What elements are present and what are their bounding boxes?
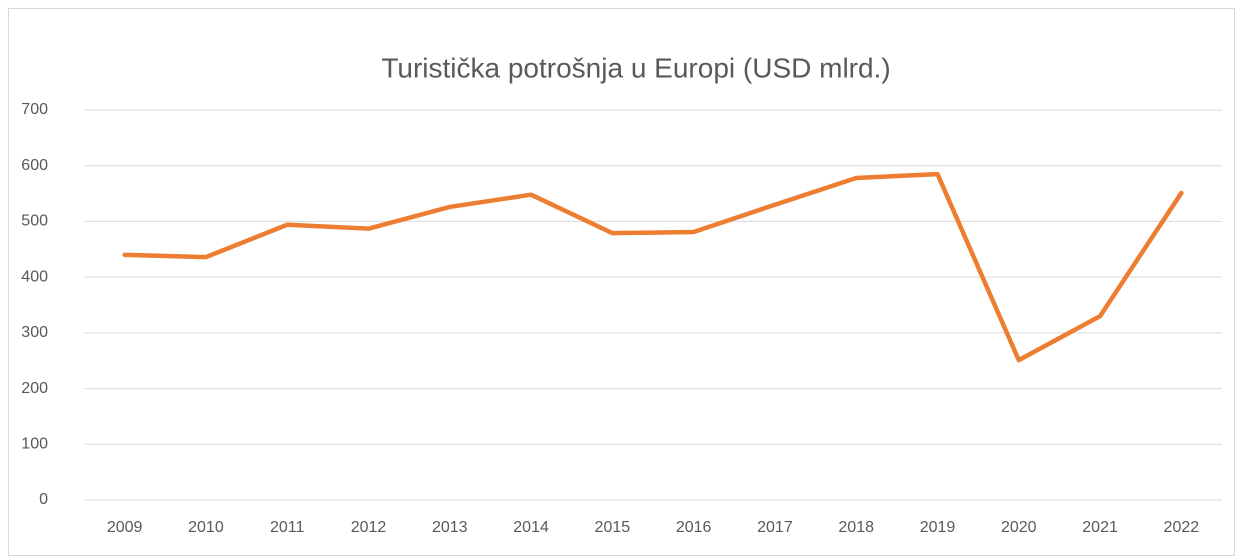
data-line: [122, 171, 1184, 363]
y-tick-label: 600: [21, 157, 48, 174]
x-tick-label: 2010: [188, 519, 224, 536]
y-tick-label: 500: [21, 213, 48, 230]
x-tick-label: 2016: [676, 519, 712, 536]
chart-title: Turistička potrošnja u Europi (USD mlrd.…: [381, 52, 890, 83]
x-tick-label: 2021: [1082, 519, 1118, 536]
x-tick-label: 2009: [107, 519, 143, 536]
x-tick-label: 2014: [513, 519, 549, 536]
x-tick-label: 2011: [270, 519, 305, 536]
x-tick-label: 2018: [838, 519, 874, 536]
chart-border: [8, 8, 1235, 556]
y-tick-label: 700: [21, 101, 48, 118]
x-tick-label: 2013: [432, 519, 468, 536]
y-tick-label: 100: [21, 436, 48, 453]
x-tick-label: 2019: [920, 519, 956, 536]
x-tick-label: 2015: [595, 519, 631, 536]
x-tick-label: 2017: [757, 519, 793, 536]
y-tick-label: 300: [21, 324, 48, 341]
x-tick-label: 2012: [351, 519, 387, 536]
y-tick-label: 200: [21, 380, 48, 397]
x-tick-label: 2020: [1001, 519, 1037, 536]
y-tick-label: 400: [21, 268, 48, 285]
y-tick-label: 0: [39, 491, 48, 508]
x-tick-label: 2022: [1164, 519, 1200, 536]
